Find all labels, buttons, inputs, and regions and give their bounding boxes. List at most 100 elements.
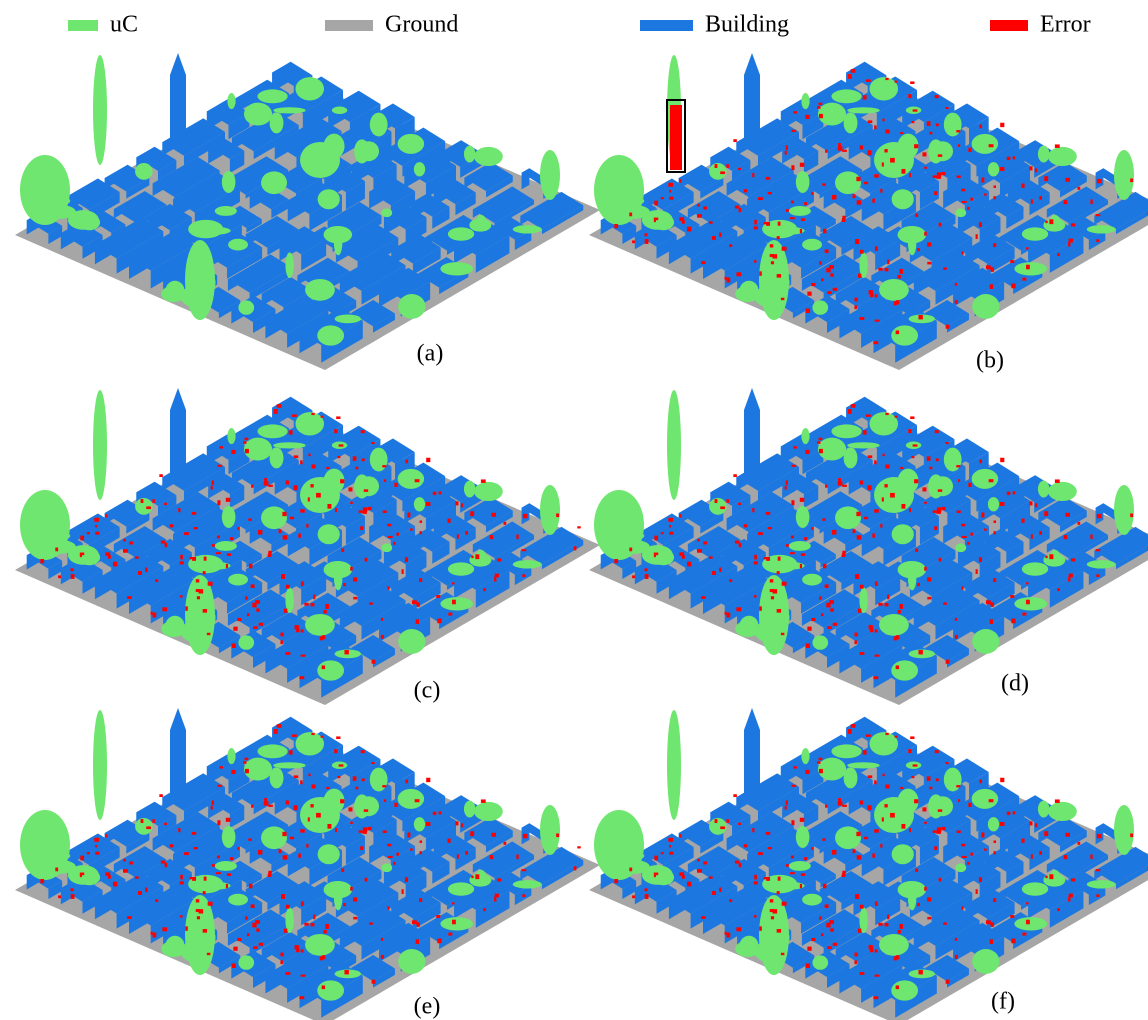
- vegetation: [295, 412, 324, 435]
- vegetation: [448, 562, 474, 575]
- vegetation: [892, 189, 914, 209]
- error-point: [247, 933, 250, 936]
- error-point: [258, 530, 262, 535]
- error-point: [697, 539, 700, 542]
- legend: uCGroundBuildingError: [68, 12, 1091, 38]
- error-point: [308, 454, 310, 457]
- error-point: [854, 305, 857, 309]
- error-point: [863, 430, 867, 434]
- error-point: [914, 144, 918, 148]
- vegetation: [1014, 917, 1047, 930]
- error-point: [860, 905, 864, 909]
- error-point: [1044, 511, 1048, 516]
- error-point: [819, 103, 823, 106]
- error-point: [286, 972, 291, 975]
- error-point: [300, 780, 302, 784]
- error-point: [863, 95, 867, 99]
- error-point: [968, 148, 971, 152]
- error-point: [873, 341, 878, 344]
- error-point: [766, 832, 771, 835]
- error-point: [326, 467, 329, 469]
- error-point: [243, 761, 246, 764]
- error-point: [726, 499, 729, 503]
- error-point: [744, 844, 748, 847]
- panel-label: (d): [1001, 671, 1029, 697]
- error-point: [190, 557, 194, 559]
- error-point: [396, 533, 399, 536]
- error-point: [994, 851, 996, 854]
- error-point: [918, 650, 922, 654]
- error-point: [939, 878, 942, 882]
- error-point: [475, 554, 479, 559]
- vegetation: [1022, 227, 1048, 240]
- error-point: [884, 484, 887, 487]
- error-point: [457, 534, 459, 539]
- error-point: [231, 450, 235, 454]
- error-point: [899, 924, 902, 929]
- error-point: [151, 932, 153, 935]
- error-point: [304, 923, 308, 926]
- vegetation: [440, 262, 473, 275]
- vegetation: [653, 549, 674, 565]
- vegetation: [879, 934, 909, 956]
- error-point: [1022, 933, 1026, 936]
- error-point: [989, 144, 994, 147]
- error-point: [939, 223, 942, 227]
- error-point: [1130, 513, 1133, 517]
- error-point: [1055, 799, 1060, 802]
- error-point: [323, 610, 326, 613]
- error-point: [87, 532, 90, 534]
- vegetation: [334, 231, 342, 256]
- error-point: [900, 132, 903, 134]
- error-point: [360, 526, 363, 530]
- error-point: [701, 916, 705, 919]
- vegetation: [464, 801, 475, 818]
- tower: [744, 410, 760, 480]
- vegetation: [869, 77, 898, 100]
- error-point: [811, 192, 813, 195]
- error-point: [955, 635, 958, 639]
- error-point: [827, 626, 831, 629]
- vegetation: [238, 300, 254, 314]
- error-point: [419, 898, 422, 902]
- tree: [540, 805, 560, 855]
- error-point: [362, 458, 365, 461]
- error-point: [256, 608, 259, 611]
- error-point: [901, 169, 905, 174]
- error-point: [782, 582, 787, 586]
- vegetation: [1087, 560, 1116, 568]
- error-point: [875, 320, 880, 322]
- error-point: [153, 613, 157, 618]
- error-point: [943, 267, 947, 269]
- error-point: [984, 528, 987, 530]
- vegetation: [812, 955, 828, 969]
- error-point: [614, 559, 618, 563]
- vegetation: [201, 227, 231, 235]
- error-point: [448, 519, 451, 523]
- error-point: [304, 603, 308, 606]
- error-point: [336, 416, 340, 419]
- error-point: [736, 927, 741, 931]
- error-point: [882, 119, 884, 122]
- error-point: [687, 562, 691, 567]
- error-point: [577, 846, 580, 848]
- error-point: [212, 544, 215, 547]
- error-point: [874, 125, 876, 129]
- error-point: [735, 541, 739, 544]
- error-point: [929, 467, 932, 470]
- error-point: [830, 273, 833, 276]
- panel-label: (c): [414, 678, 441, 704]
- error-point: [393, 862, 396, 865]
- error-point: [942, 827, 946, 830]
- vegetation: [972, 789, 999, 809]
- error-point: [334, 749, 337, 753]
- error-point: [994, 531, 996, 534]
- error-point: [268, 551, 271, 555]
- error-point: [709, 876, 713, 878]
- error-point: [896, 330, 899, 334]
- error-point: [1065, 513, 1070, 517]
- error-point: [470, 831, 474, 836]
- error-point: [457, 854, 459, 859]
- vegetation: [261, 826, 287, 849]
- error-point: [817, 106, 820, 109]
